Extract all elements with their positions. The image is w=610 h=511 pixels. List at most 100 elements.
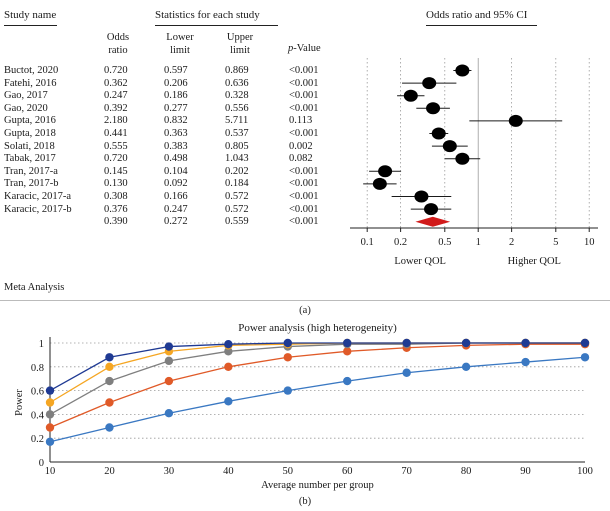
cell-odds-ratio: 0.441: [104, 128, 128, 139]
forest-study-marker: [431, 127, 446, 140]
forest-summary-diamond: [415, 216, 451, 227]
power-y-tick-label: 0: [39, 458, 44, 469]
power-series-point: [105, 362, 114, 371]
power-series-point: [105, 423, 114, 432]
cell-p-value: 0.113: [289, 115, 313, 127]
forest-study-marker: [424, 203, 439, 216]
power-y-tick-label: 0.6: [31, 387, 44, 398]
cell-study-name: Karacic, 2017-b: [4, 203, 72, 215]
power-series-point: [343, 376, 352, 386]
power-series-point: [164, 342, 174, 351]
power-series-line: [49, 356, 586, 443]
header-or-ci: Odds ratio and 95% CI: [426, 9, 528, 21]
forest-study-marker: [455, 152, 470, 165]
cell-lower-limit: 0.186: [164, 90, 188, 102]
forest-study-marker: [455, 64, 470, 77]
power-x-tick-label: 10: [45, 466, 56, 477]
cell-odds-ratio: 0.720: [104, 153, 128, 165]
cell-upper-limit: 0.537: [225, 128, 249, 139]
cell-p-value: <0.001: [289, 90, 319, 102]
cell-lower-limit: 0.363: [164, 128, 188, 139]
cell-p-value: <0.001: [289, 165, 319, 177]
power-series-point: [283, 338, 292, 348]
power-x-tick-label: 90: [520, 466, 531, 477]
cell-study-name: Buctot, 2020: [4, 65, 59, 76]
power-series-point: [45, 410, 55, 419]
cell-upper-limit: 0.202: [225, 165, 249, 177]
panel-a-caption: (a): [299, 305, 311, 316]
cell-odds-ratio: 0.376: [104, 203, 128, 215]
cell-odds-ratio: 0.555: [104, 140, 128, 152]
power-x-tick-label: 60: [342, 466, 353, 477]
power-x-tick-label: 80: [461, 466, 472, 477]
forest-study-marker: [442, 140, 457, 153]
forest-xlabel-lower: Lower QOL: [394, 256, 446, 267]
col-header-upper-limit: limit: [230, 45, 250, 56]
power-y-tick-label: 0.4: [31, 410, 45, 421]
cell-upper-limit: 0.559: [225, 216, 249, 228]
power-series-point: [402, 368, 411, 377]
cell-p-value: <0.001: [289, 102, 319, 114]
header-study-name: Study name: [4, 9, 57, 21]
cell-odds-ratio: 0.720: [104, 65, 128, 76]
power-series-point: [224, 362, 233, 371]
forest-study-marker: [414, 190, 429, 203]
forest-study-marker: [422, 77, 437, 90]
power-x-axis-label: Average number per group: [261, 480, 374, 491]
power-series-point: [164, 356, 174, 366]
cell-odds-ratio: 0.130: [104, 178, 128, 190]
cell-odds-ratio: 0.362: [104, 77, 128, 89]
cell-p-value: <0.001: [289, 128, 319, 139]
power-series-point: [461, 362, 471, 371]
power-series-point: [105, 398, 114, 407]
power-series-point: [343, 338, 352, 348]
cell-lower-limit: 0.092: [164, 178, 188, 190]
forest-x-tick-label: 0.5: [438, 237, 451, 248]
cell-upper-limit: 0.805: [225, 140, 249, 152]
cell-odds-ratio: 0.390: [104, 216, 128, 228]
cell-odds-ratio: 0.247: [104, 90, 128, 102]
power-series-point: [283, 386, 292, 395]
power-y-axis-label: Power: [14, 389, 25, 416]
power-y-tick-label: 0.8: [31, 363, 44, 374]
col-header-upper: Upper: [226, 32, 254, 43]
forest-x-tick-label: 0.1: [361, 237, 374, 248]
cell-lower-limit: 0.277: [164, 102, 188, 114]
power-y-tick-label: 1: [39, 339, 44, 350]
cell-upper-limit: 1.043: [225, 153, 249, 165]
header-statistics-underline: [155, 25, 278, 26]
cell-study-name: Tran, 2017-b: [4, 178, 59, 190]
cell-p-value: 0.002: [289, 140, 313, 152]
cell-lower-limit: 0.166: [164, 191, 188, 202]
power-series-point: [45, 386, 55, 395]
panel-b-caption: (b): [298, 496, 312, 507]
power-series-point: [224, 339, 233, 349]
power-x-tick-label: 50: [283, 466, 294, 477]
power-x-tick-label: 20: [104, 466, 115, 477]
forest-x-tick-label: 10: [584, 237, 595, 248]
cell-p-value: <0.001: [289, 216, 319, 228]
cell-lower-limit: 0.498: [164, 153, 188, 165]
forest-x-tick-label: 5: [553, 237, 558, 248]
cell-study-name: Gao, 2017: [4, 90, 48, 102]
power-series-point: [283, 353, 292, 362]
cell-upper-limit: 0.328: [225, 90, 249, 102]
power-series-point: [45, 423, 55, 432]
cell-odds-ratio: 0.145: [104, 165, 128, 177]
forest-x-tick-label: 0.2: [394, 237, 407, 248]
power-series-point: [580, 353, 590, 362]
forest-x-tick-label: 1: [476, 237, 481, 248]
power-x-tick-label: 40: [223, 466, 234, 477]
power-series-line: [49, 342, 585, 392]
power-series-line: [49, 343, 585, 429]
cell-lower-limit: 0.832: [164, 115, 188, 127]
forest-xlabel-higher: Higher QOL: [508, 256, 561, 267]
cell-lower-limit: 0.383: [164, 140, 188, 152]
cell-study-name: Gupta, 2016: [4, 115, 56, 127]
cell-upper-limit: 0.869: [225, 65, 249, 76]
power-series-line: [49, 342, 585, 404]
cell-study-name: Gupta, 2018: [4, 128, 56, 139]
power-series-point: [402, 338, 411, 348]
forest-study-marker: [403, 89, 418, 102]
